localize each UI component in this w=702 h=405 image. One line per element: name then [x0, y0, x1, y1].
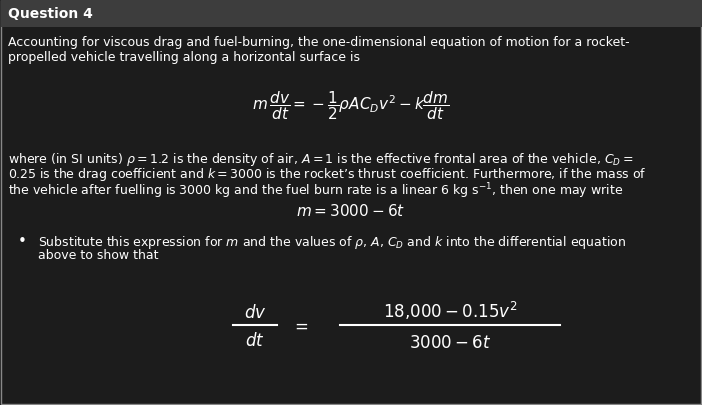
- Text: the vehicle after fuelling is 3000 kg and the fuel burn rate is a linear 6 kg s$: the vehicle after fuelling is 3000 kg an…: [8, 181, 623, 200]
- Text: above to show that: above to show that: [38, 248, 159, 261]
- Text: $18{,}000 - 0.15v^2$: $18{,}000 - 0.15v^2$: [383, 299, 517, 321]
- Text: $3000 - 6t$: $3000 - 6t$: [409, 333, 491, 351]
- Bar: [1, 1, 702, 28]
- Text: Question 4: Question 4: [8, 7, 93, 21]
- Text: 0.25 is the drag coefficient and $k = 3000$ is the rocket’s thrust coefficient. : 0.25 is the drag coefficient and $k = 30…: [8, 166, 647, 183]
- Text: $dv$: $dv$: [244, 303, 266, 321]
- Text: Substitute this expression for $m$ and the values of $\rho$, $A$, $C_D$ and $k$ : Substitute this expression for $m$ and t…: [38, 233, 626, 250]
- Text: $=$: $=$: [291, 316, 309, 334]
- Text: Accounting for viscous drag and fuel-burning, the one-dimensional equation of mo: Accounting for viscous drag and fuel-bur…: [8, 36, 630, 49]
- Text: propelled vehicle travelling along a horizontal surface is: propelled vehicle travelling along a hor…: [8, 51, 360, 64]
- Text: $m\,\dfrac{dv}{dt} = -\dfrac{1}{2}\rho A C_D v^2 - k\dfrac{dm}{dt}$: $m\,\dfrac{dv}{dt} = -\dfrac{1}{2}\rho A…: [252, 90, 450, 122]
- Text: where (in SI units) $\rho = 1.2$ is the density of air, $A = 1$ is the effective: where (in SI units) $\rho = 1.2$ is the …: [8, 151, 633, 168]
- Text: $dt$: $dt$: [245, 331, 265, 349]
- Text: $m = 3000 - 6t$: $m = 3000 - 6t$: [296, 202, 406, 218]
- Text: •: •: [18, 233, 27, 248]
